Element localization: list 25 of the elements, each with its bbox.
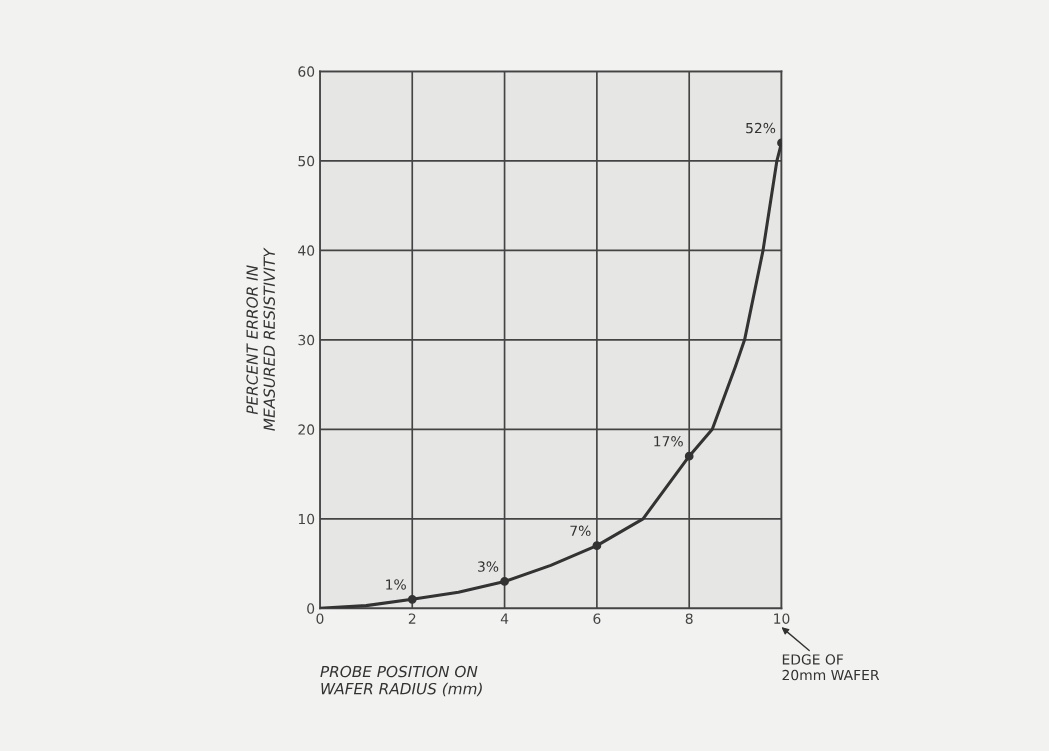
y-tick-label: 0 <box>307 603 315 614</box>
data-label: 7% <box>570 525 591 537</box>
y-axis-title: PERCENT ERROR IN MEASURED RESISTIVITY <box>246 247 276 431</box>
x-tick-label: 6 <box>593 613 601 624</box>
x-axis-title: PROBE POSITION ON WAFER RADIUS (mm) <box>320 665 482 697</box>
x-tick-label: 0 <box>316 613 324 624</box>
y-tick-label: 50 <box>298 155 315 167</box>
data-label: 17% <box>654 436 683 447</box>
x-tick-label: 4 <box>500 613 509 624</box>
point <box>592 541 602 551</box>
text: EDGE OF 20mm WAFER <box>782 654 880 681</box>
point <box>684 451 694 461</box>
data-label: 52% <box>746 122 776 134</box>
x-tick-label: 8 <box>685 613 693 624</box>
data-label: 3% <box>478 561 499 572</box>
data-label: 1% <box>386 579 406 590</box>
y-tick-label: 20 <box>298 424 315 435</box>
y-tick-label: 60 <box>298 66 315 77</box>
x-tick-label: 10 <box>774 613 790 624</box>
point <box>407 594 417 604</box>
point <box>500 577 509 586</box>
y-tick-label: 10 <box>298 513 315 525</box>
y-tick-label: 30 <box>298 334 315 346</box>
y-tick-label: 40 <box>298 245 315 256</box>
x-tick-label: 2 <box>408 613 416 624</box>
